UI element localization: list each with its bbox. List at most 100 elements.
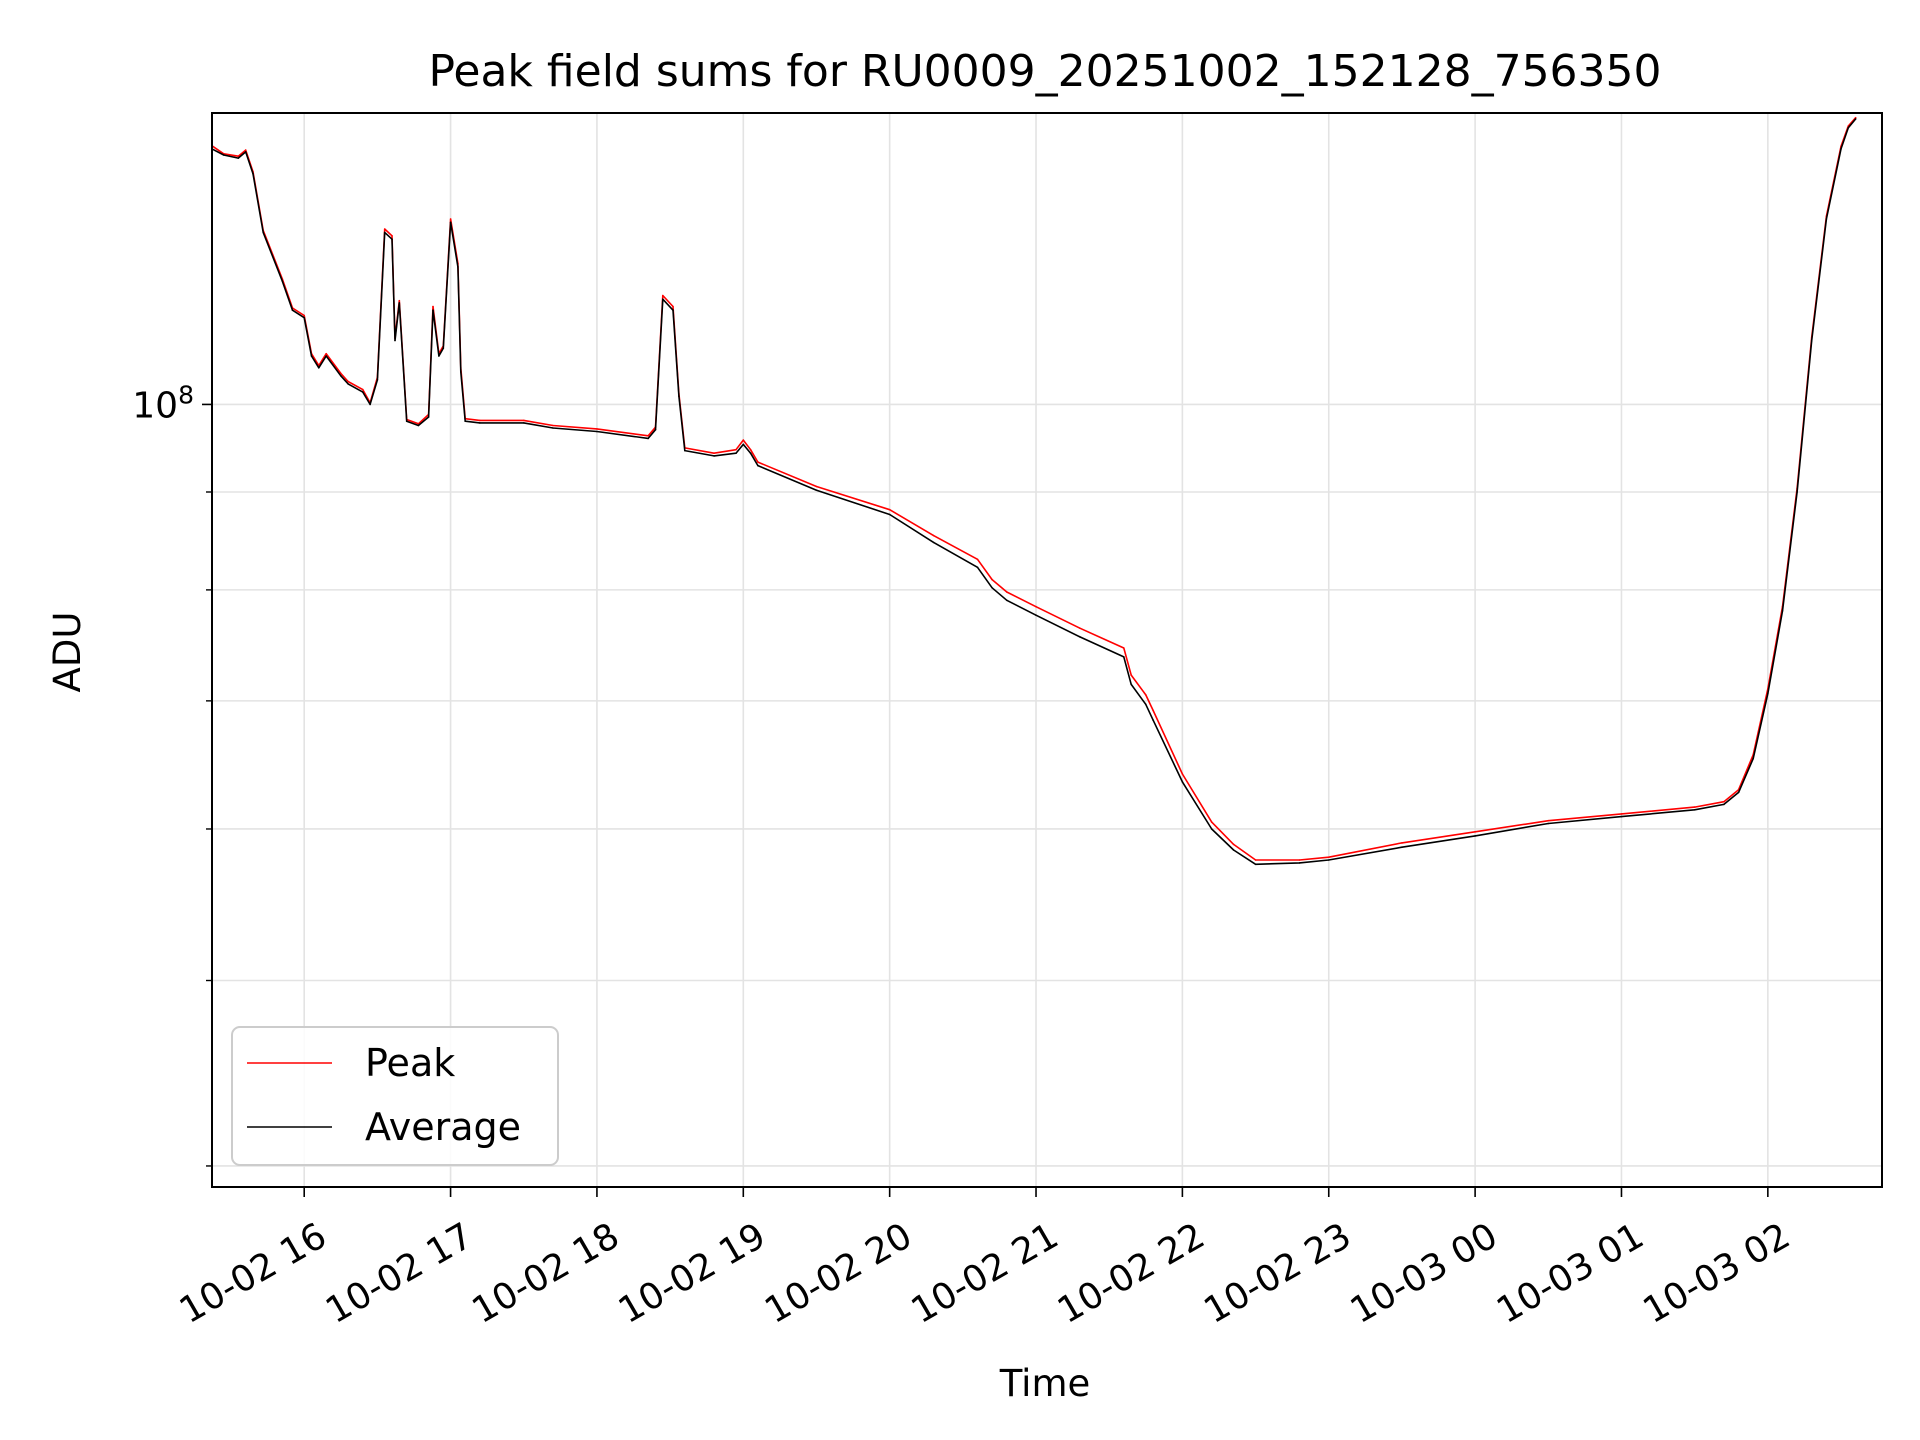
data-point-average bbox=[340, 375, 342, 377]
plot-frame bbox=[211, 112, 1883, 1188]
data-point-peak bbox=[1145, 694, 1147, 696]
data-point-peak bbox=[1854, 116, 1857, 119]
data-point-peak bbox=[815, 485, 818, 488]
x-axis-title: Time bbox=[999, 1362, 1091, 1405]
data-point-average bbox=[932, 541, 935, 544]
data-point-peak bbox=[449, 218, 452, 220]
data-point-peak bbox=[1006, 591, 1008, 593]
data-point-peak bbox=[479, 419, 481, 422]
data-point-peak bbox=[1152, 709, 1154, 712]
legend-label-peak: Peak bbox=[365, 1041, 455, 1085]
data-point-average bbox=[369, 403, 371, 406]
series-line-average bbox=[211, 118, 1857, 866]
data-point-peak bbox=[244, 149, 247, 151]
data-point-average bbox=[281, 280, 284, 282]
data-point-average bbox=[432, 309, 434, 312]
data-point-peak bbox=[552, 424, 554, 427]
data-point-peak bbox=[1079, 627, 1081, 629]
data-point-average bbox=[742, 443, 745, 446]
data-point-average bbox=[1474, 835, 1476, 837]
data-point-average bbox=[303, 316, 306, 319]
data-point-peak bbox=[647, 435, 649, 437]
data-point-average bbox=[1181, 781, 1184, 783]
y-axis-title: ADU bbox=[46, 612, 89, 693]
data-point-peak bbox=[1723, 800, 1725, 803]
data-point-average bbox=[1123, 656, 1125, 658]
data-point-peak bbox=[1130, 674, 1132, 676]
data-point-peak bbox=[1254, 859, 1257, 861]
data-point-peak bbox=[362, 388, 364, 391]
data-point-average bbox=[1781, 610, 1784, 612]
data-point-average bbox=[405, 420, 408, 423]
y-tick-label: 108 bbox=[132, 380, 194, 426]
data-point-average bbox=[442, 347, 445, 350]
y-axis-ticks: 108 bbox=[132, 380, 212, 1167]
data-point-peak bbox=[991, 578, 993, 581]
data-point-average bbox=[1847, 127, 1850, 129]
data-point-average bbox=[417, 424, 420, 427]
legend-box bbox=[231, 1026, 559, 1166]
data-point-average bbox=[237, 157, 240, 159]
data-point-average bbox=[1298, 862, 1301, 864]
data-point-average bbox=[310, 355, 313, 357]
data-point-average bbox=[1035, 614, 1037, 616]
data-point-peak bbox=[662, 294, 664, 297]
data-point-average bbox=[1006, 599, 1008, 602]
data-point-peak bbox=[713, 452, 715, 455]
data-point-average bbox=[244, 151, 247, 153]
data-point-average bbox=[383, 231, 386, 234]
data-point-average bbox=[991, 587, 993, 589]
data-point-average bbox=[1327, 859, 1330, 861]
data-point-average bbox=[1796, 491, 1798, 493]
data-point-average bbox=[464, 420, 467, 423]
data-point-average bbox=[460, 371, 462, 373]
data-point-average bbox=[222, 154, 225, 156]
data-point-average bbox=[888, 513, 891, 516]
data-point-average bbox=[757, 464, 759, 467]
data-point-average bbox=[662, 298, 664, 301]
data-point-average bbox=[1079, 636, 1081, 638]
data-point-peak bbox=[347, 380, 349, 383]
data-point-peak bbox=[1298, 859, 1301, 861]
data-point-peak bbox=[888, 508, 891, 511]
data-point-peak bbox=[672, 305, 674, 308]
data-point-average bbox=[479, 422, 481, 424]
data-point-peak bbox=[1547, 819, 1550, 822]
data-point-average bbox=[672, 309, 674, 312]
data-point-peak bbox=[303, 314, 306, 317]
data-point-average bbox=[1620, 815, 1623, 818]
data-point-peak bbox=[340, 372, 342, 375]
data-point-average bbox=[1723, 803, 1725, 806]
data-point-peak bbox=[432, 305, 434, 308]
chart-title: Peak field sums for RU0009_20251002_1521… bbox=[428, 46, 1661, 97]
data-point-peak bbox=[932, 534, 935, 537]
data-point-average bbox=[262, 231, 265, 234]
data-point-average bbox=[749, 452, 752, 455]
data-point-peak bbox=[523, 419, 525, 422]
data-point-peak bbox=[749, 448, 752, 451]
data-point-peak bbox=[1474, 831, 1476, 833]
data-point-average bbox=[457, 266, 459, 268]
data-point-average bbox=[1547, 822, 1550, 825]
data-point-peak bbox=[1035, 605, 1037, 608]
data-point-average bbox=[1840, 148, 1842, 150]
data-point-peak bbox=[757, 461, 759, 463]
data-point-average bbox=[1232, 849, 1235, 851]
data-point-average bbox=[735, 452, 737, 455]
data-point-average bbox=[1210, 828, 1213, 830]
data-point-average bbox=[362, 391, 364, 393]
data-point-average bbox=[596, 430, 598, 433]
data-point-peak bbox=[742, 439, 745, 441]
data-point-average bbox=[1737, 791, 1740, 794]
grid bbox=[212, 113, 1882, 1187]
data-point-peak bbox=[735, 448, 737, 451]
data-point-average bbox=[1767, 693, 1769, 695]
y-tick-label-exponent: 8 bbox=[178, 380, 194, 409]
data-point-peak bbox=[1210, 821, 1213, 823]
y-tick-label-base: 10 bbox=[132, 385, 178, 426]
data-point-average bbox=[976, 566, 979, 569]
data-point-peak bbox=[325, 352, 328, 355]
data-point-average bbox=[647, 437, 649, 440]
